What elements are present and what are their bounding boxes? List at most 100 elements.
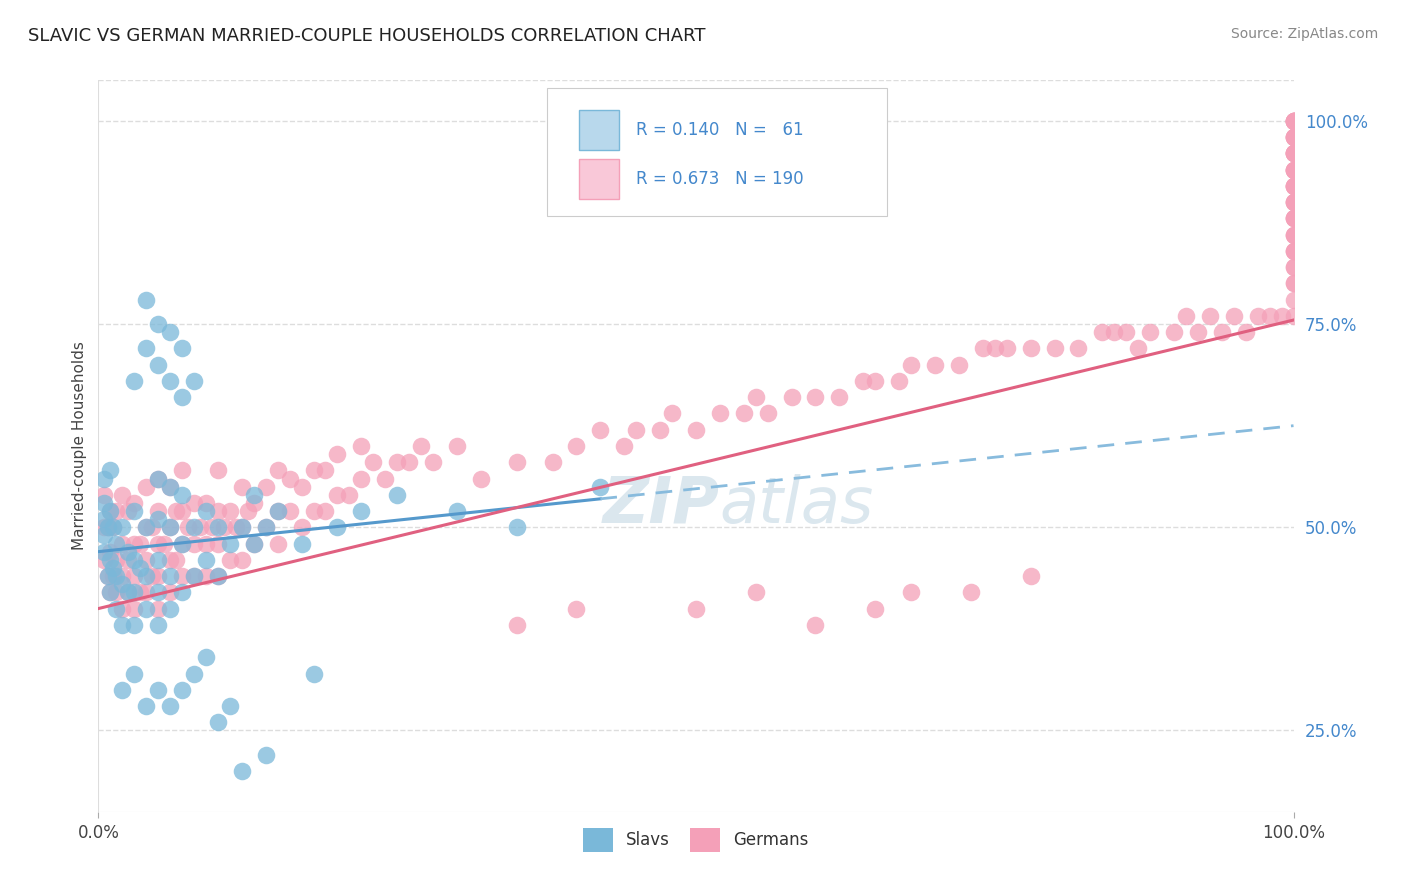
Point bbox=[124, 496, 146, 510]
Point bbox=[960, 585, 983, 599]
Point bbox=[506, 617, 529, 632]
Point bbox=[780, 390, 803, 404]
Point bbox=[231, 764, 253, 778]
Point bbox=[1282, 244, 1305, 258]
Point bbox=[1282, 114, 1305, 128]
Point bbox=[148, 471, 170, 485]
Point bbox=[195, 504, 218, 518]
Point bbox=[267, 463, 290, 477]
Point bbox=[219, 536, 242, 550]
Point bbox=[1282, 211, 1305, 226]
Point bbox=[172, 488, 194, 502]
Point bbox=[124, 666, 146, 681]
Point bbox=[135, 293, 157, 307]
Point bbox=[1187, 325, 1209, 339]
Point bbox=[685, 601, 707, 615]
Point bbox=[225, 520, 247, 534]
Point bbox=[804, 617, 827, 632]
Point bbox=[326, 520, 349, 534]
Text: R = 0.140   N =   61: R = 0.140 N = 61 bbox=[637, 121, 804, 139]
Point bbox=[1282, 162, 1305, 177]
Point bbox=[1258, 309, 1281, 323]
Point bbox=[172, 585, 194, 599]
Point bbox=[165, 553, 187, 567]
Point bbox=[1211, 325, 1233, 339]
Point bbox=[135, 699, 157, 714]
Point bbox=[315, 504, 337, 518]
Point bbox=[129, 561, 152, 575]
Point bbox=[350, 504, 373, 518]
Point bbox=[101, 520, 124, 534]
Point bbox=[97, 569, 120, 583]
Point bbox=[153, 536, 176, 550]
Point bbox=[172, 682, 194, 697]
Point bbox=[195, 496, 218, 510]
Point bbox=[129, 585, 152, 599]
Point bbox=[506, 455, 529, 469]
Point bbox=[1282, 114, 1305, 128]
Point bbox=[159, 520, 181, 534]
Point bbox=[101, 520, 124, 534]
Point bbox=[613, 439, 636, 453]
Point bbox=[201, 520, 224, 534]
Point bbox=[984, 342, 1007, 356]
Point bbox=[183, 666, 205, 681]
Point bbox=[148, 682, 170, 697]
Point bbox=[1282, 293, 1305, 307]
Point bbox=[183, 536, 205, 550]
Point bbox=[291, 520, 314, 534]
Point bbox=[350, 439, 373, 453]
Point bbox=[1282, 130, 1305, 145]
Point bbox=[207, 569, 229, 583]
Point bbox=[172, 569, 194, 583]
Point bbox=[1282, 244, 1305, 258]
Point bbox=[948, 358, 970, 372]
Point bbox=[1282, 130, 1305, 145]
Text: atlas: atlas bbox=[720, 474, 875, 535]
Point bbox=[1019, 569, 1042, 583]
Point bbox=[97, 569, 120, 583]
Point bbox=[1282, 146, 1305, 161]
Point bbox=[1282, 114, 1305, 128]
FancyBboxPatch shape bbox=[547, 87, 887, 216]
Text: ZIP: ZIP bbox=[603, 474, 720, 535]
Point bbox=[124, 585, 146, 599]
Point bbox=[207, 504, 229, 518]
Point bbox=[148, 536, 170, 550]
Point bbox=[1282, 227, 1305, 242]
Point bbox=[1282, 195, 1305, 210]
Point bbox=[446, 439, 468, 453]
Point bbox=[183, 520, 205, 534]
Point bbox=[231, 520, 253, 534]
Point bbox=[135, 520, 157, 534]
Point bbox=[302, 666, 325, 681]
Point bbox=[1115, 325, 1137, 339]
Point bbox=[1128, 342, 1150, 356]
Point bbox=[93, 528, 115, 542]
Point bbox=[685, 423, 707, 437]
Point bbox=[93, 553, 115, 567]
Point bbox=[278, 504, 301, 518]
Point bbox=[124, 553, 146, 567]
Point bbox=[135, 480, 157, 494]
Point bbox=[183, 569, 205, 583]
Point bbox=[350, 471, 373, 485]
Point bbox=[117, 585, 139, 599]
Point bbox=[470, 471, 492, 485]
Point bbox=[709, 407, 731, 421]
Point bbox=[111, 601, 134, 615]
Point bbox=[93, 544, 115, 558]
Point bbox=[101, 569, 124, 583]
Point bbox=[117, 544, 139, 558]
Point bbox=[900, 585, 922, 599]
Point bbox=[589, 423, 612, 437]
Point bbox=[1019, 342, 1042, 356]
Point bbox=[159, 325, 181, 339]
Point bbox=[1234, 325, 1257, 339]
Point bbox=[291, 480, 314, 494]
Point bbox=[111, 488, 134, 502]
Point bbox=[1282, 162, 1305, 177]
Point bbox=[172, 536, 194, 550]
Point bbox=[148, 585, 170, 599]
Point bbox=[589, 480, 612, 494]
